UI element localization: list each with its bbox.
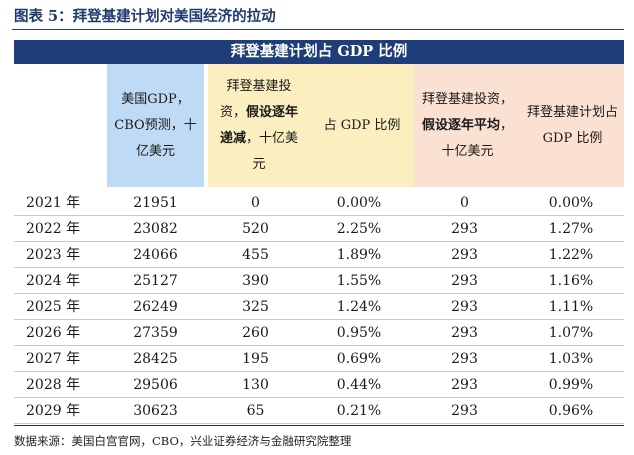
bottom-divider xyxy=(14,425,624,426)
cell-gdp: 30623 xyxy=(133,403,178,419)
table-title: 拜登基建计划占 GDP 比例 xyxy=(14,40,624,64)
header-share-dec-label: 占 GDP 比例 xyxy=(323,117,401,133)
cell-share-average: 1.27% xyxy=(548,221,594,237)
title-divider xyxy=(12,29,624,30)
header-investment-average: 拜登基建投资， 假设逐年平均，十亿美元 xyxy=(414,64,521,187)
table-row: 2021 年 21951 0 0.00% 0 0.00% xyxy=(14,190,624,216)
cell-investment-average: 293 xyxy=(451,299,478,315)
cell-share-average: 1.22% xyxy=(548,247,594,263)
cell-share-average: 1.07% xyxy=(548,325,594,341)
header-inv-dec-pre: 拜登基建投资， xyxy=(219,78,292,120)
cell-share-decreasing: 0.00% xyxy=(336,195,382,211)
header-share-decreasing: 占 GDP 比例 xyxy=(310,64,414,187)
cell-share-decreasing: 2.25% xyxy=(336,221,382,237)
cell-gdp: 29506 xyxy=(133,377,178,393)
cell-gdp: 26249 xyxy=(133,299,178,315)
cell-investment-decreasing: 65 xyxy=(246,403,265,419)
figure-title: 图表 5：拜登基建计划对美国经济的拉动 xyxy=(14,8,276,25)
cell-investment-decreasing: 390 xyxy=(242,273,269,289)
cell-gdp: 24066 xyxy=(133,247,178,263)
cell-share-average: 1.16% xyxy=(548,273,594,289)
cell-investment-average: 0 xyxy=(460,195,469,211)
cell-share-average: 0.99% xyxy=(548,377,594,393)
header-inv-avg-bold: 假设逐年平均 xyxy=(421,117,500,133)
header-investment-decreasing: 拜登基建投资，假设逐年递减，十亿美元 xyxy=(208,64,310,187)
cell-investment-average: 293 xyxy=(451,403,478,419)
cell-investment-average: 293 xyxy=(451,221,478,237)
table-row: 2024 年 25127 390 1.55% 293 1.16% xyxy=(14,268,624,294)
cell-year: 2028 年 xyxy=(26,377,81,393)
header-share-average: 拜登基建计划占 GDP 比例 xyxy=(521,64,624,187)
table-row: 2022 年 23082 520 2.25% 293 1.27% xyxy=(14,216,624,242)
cell-investment-average: 293 xyxy=(451,273,478,289)
table-row: 2026 年 27359 260 0.95% 293 1.07% xyxy=(14,320,624,346)
cell-investment-decreasing: 0 xyxy=(251,195,260,211)
cell-year: 2025 年 xyxy=(26,299,81,315)
cell-share-decreasing: 1.24% xyxy=(336,299,382,315)
cell-year: 2026 年 xyxy=(26,325,81,341)
cell-year: 2027 年 xyxy=(26,351,81,367)
source-note: 数据来源：美国白宫官网，CBO，兴业证券经济与金融研究院整理 xyxy=(14,434,352,448)
table-body: 2021 年 21951 0 0.00% 0 0.00% 2022 年 23082 520 2.… xyxy=(14,190,624,424)
cell-year: 2023 年 xyxy=(26,247,81,263)
header-share-avg-label: 拜登基建计划占 GDP 比例 xyxy=(527,104,619,146)
cell-share-average: 0.00% xyxy=(548,195,594,211)
cell-gdp: 23082 xyxy=(133,221,178,237)
cell-share-decreasing: 0.44% xyxy=(336,377,382,393)
cell-share-average: 1.03% xyxy=(548,351,594,367)
cell-investment-decreasing: 325 xyxy=(242,299,269,315)
cell-investment-decreasing: 260 xyxy=(242,325,269,341)
cell-year: 2022 年 xyxy=(26,221,81,237)
header-gdp-label: 美国GDP，CBO预测，十亿美元 xyxy=(114,91,197,159)
cell-investment-average: 293 xyxy=(451,247,478,263)
cell-investment-average: 293 xyxy=(451,325,478,341)
table-row: 2028 年 29506 130 0.44% 293 0.99% xyxy=(14,372,624,398)
cell-share-average: 1.11% xyxy=(548,299,594,315)
header-inv-dec-bold: 假设逐年递减 xyxy=(219,104,299,146)
cell-gdp: 28425 xyxy=(133,351,178,367)
cell-share-decreasing: 0.21% xyxy=(336,403,382,419)
header-inv-dec-post: ，十亿美元 xyxy=(246,130,299,172)
cell-investment-decreasing: 195 xyxy=(242,351,269,367)
header-gdp: 美国GDP，CBO预测，十亿美元 xyxy=(107,64,204,187)
cell-investment-decreasing: 520 xyxy=(242,221,269,237)
cell-investment-decreasing: 455 xyxy=(242,247,269,263)
header-inv-avg-post: ，十亿美元 xyxy=(441,117,514,159)
table-row: 2027 年 28425 195 0.69% 293 1.03% xyxy=(14,346,624,372)
cell-share-average: 0.96% xyxy=(548,403,594,419)
cell-share-decreasing: 0.95% xyxy=(336,325,382,341)
cell-share-decreasing: 0.69% xyxy=(336,351,382,367)
cell-gdp: 27359 xyxy=(133,325,178,341)
header-inv-avg-pre: 拜登基建投资， xyxy=(421,91,513,107)
cell-year: 2021 年 xyxy=(26,195,81,211)
cell-year: 2024 年 xyxy=(26,273,81,289)
cell-share-decreasing: 1.55% xyxy=(336,273,382,289)
cell-investment-decreasing: 130 xyxy=(242,377,269,393)
cell-gdp: 21951 xyxy=(133,195,178,211)
cell-investment-average: 293 xyxy=(451,351,478,367)
cell-gdp: 25127 xyxy=(133,273,178,289)
table-row: 2029 年 30623 65 0.21% 293 0.96% xyxy=(14,398,624,424)
cell-share-decreasing: 1.89% xyxy=(336,247,382,263)
cell-year: 2029 年 xyxy=(26,403,81,419)
table-row: 2023 年 24066 455 1.89% 293 1.22% xyxy=(14,242,624,268)
cell-investment-average: 293 xyxy=(451,377,478,393)
table-row: 2025 年 26249 325 1.24% 293 1.11% xyxy=(14,294,624,320)
